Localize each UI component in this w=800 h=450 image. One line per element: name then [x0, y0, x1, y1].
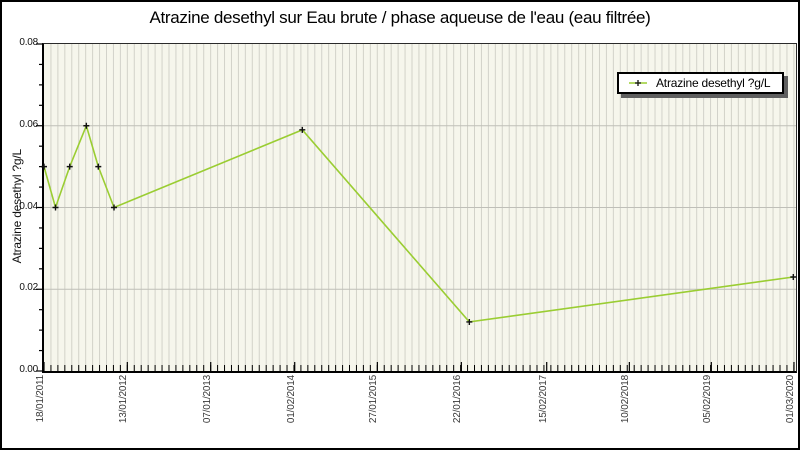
- x-tick-label: 22/01/2016: [452, 375, 464, 424]
- data-point-marker: [111, 204, 118, 211]
- x-tick-label: 05/02/2019: [702, 375, 714, 424]
- series-point-markers: [41, 122, 797, 325]
- x-major-ticks: [43, 362, 795, 371]
- plot-area: [36, 43, 797, 373]
- y-tick-label: 0.02: [19, 282, 38, 294]
- legend-label: Atrazine desethyl ?g/L: [656, 76, 771, 90]
- data-point-marker: [83, 122, 90, 129]
- plot-svg: [36, 43, 797, 372]
- y-tick-label: 0.08: [19, 37, 38, 48]
- x-tick-label: 01/03/2020: [784, 375, 796, 424]
- y-tick-label: 0.06: [19, 118, 38, 130]
- legend-line-marker-icon: [629, 80, 647, 86]
- chart-title: Atrazine desethyl sur Eau brute / phase …: [149, 8, 651, 27]
- legend-box: Atrazine desethyl ?g/L: [617, 72, 784, 94]
- x-tick-label: 27/01/2015: [368, 375, 380, 424]
- x-tick-label: 01/02/2014: [285, 375, 297, 424]
- data-point-marker: [466, 318, 473, 325]
- data-point-marker: [299, 126, 306, 133]
- data-point-marker: [52, 204, 59, 211]
- x-tick-label: 18/01/2011: [35, 375, 46, 423]
- y-tick-label: 0.04: [19, 200, 38, 212]
- x-tick-label: 13/01/2012: [118, 375, 130, 424]
- x-tick-label: 15/02/2017: [537, 375, 549, 424]
- x-minor-ticks: [50, 365, 795, 371]
- y-tick-label: 0.00: [19, 364, 38, 375]
- y-ticks: [36, 43, 42, 372]
- x-tick-label: 07/01/2013: [201, 375, 213, 424]
- data-point-marker: [790, 273, 797, 280]
- data-point-marker: [95, 163, 102, 170]
- x-tick-label: 10/02/2018: [620, 375, 632, 424]
- data-point-marker: [66, 163, 73, 170]
- data-point-marker: [41, 163, 47, 170]
- horizontal-gridlines: [44, 125, 796, 290]
